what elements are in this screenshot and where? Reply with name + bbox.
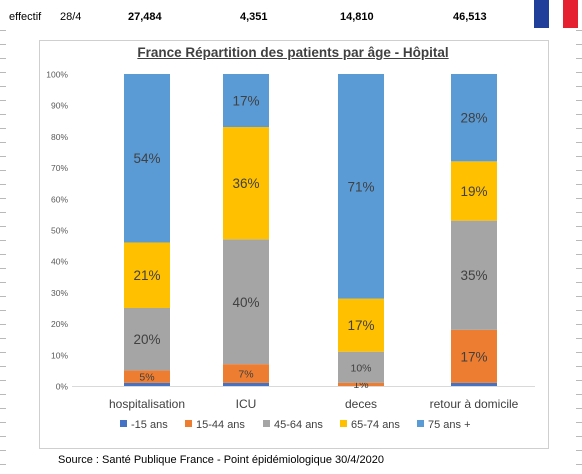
legend-swatch	[340, 420, 347, 427]
legend-label: 15-44 ans	[196, 419, 245, 431]
data-label: 17%	[460, 349, 487, 364]
y-tick-label: 20%	[51, 319, 68, 329]
legend-swatch	[185, 420, 192, 427]
data-label: 35%	[460, 268, 487, 283]
data-label: 17%	[232, 94, 259, 109]
data-label: 71%	[347, 179, 374, 194]
bar-segment	[223, 382, 269, 386]
data-label: 28%	[460, 111, 487, 126]
legend-label: 45-64 ans	[274, 419, 323, 431]
x-category-label: ICU	[236, 397, 257, 411]
bar-segment	[223, 364, 269, 383]
right-dashed-guide	[576, 30, 582, 474]
y-tick-label: 100%	[46, 70, 68, 80]
y-tick-label: 30%	[51, 288, 68, 298]
y-tick-label: 50%	[51, 226, 68, 236]
y-tick-label: 0%	[56, 382, 69, 392]
data-label: 36%	[232, 176, 259, 191]
data-label: 5%	[139, 372, 154, 384]
france-flag-icon	[534, 0, 579, 28]
legend-swatch	[417, 420, 424, 427]
x-category-label: hospitalisation	[109, 397, 185, 411]
effectif-value-deces: 14,810	[340, 11, 374, 23]
legend-swatch	[120, 420, 127, 427]
chart-title: France Répartition des patients par âge …	[137, 45, 449, 60]
effectif-value-icu: 4,351	[240, 11, 268, 23]
y-tick-label: 10%	[51, 350, 68, 360]
data-label: 20%	[133, 332, 160, 347]
legend-label: -15 ans	[131, 419, 168, 431]
bar-segment	[338, 382, 384, 386]
bar-segment	[451, 220, 497, 330]
effectif-value-retour: 46,513	[453, 11, 487, 23]
x-category-label: deces	[345, 397, 377, 411]
source-note: Source : Santé Publique France - Point é…	[58, 454, 384, 466]
bar-segment	[124, 382, 170, 386]
y-tick-label: 40%	[51, 257, 68, 267]
left-dashed-guide	[0, 30, 6, 474]
effectif-date: 28/4	[60, 11, 82, 23]
bar-segment	[451, 74, 497, 162]
effectif-value-hospitalisation: 27,484	[128, 11, 162, 23]
bar-segment	[124, 308, 170, 371]
data-label: 21%	[133, 268, 160, 283]
data-label: 19%	[460, 184, 487, 199]
y-tick-label: 60%	[51, 194, 68, 204]
data-label: 40%	[232, 295, 259, 310]
bar-segment	[338, 351, 384, 383]
bar-segment	[451, 161, 497, 221]
bar-segment	[223, 74, 269, 128]
effectif-label: effectif	[9, 11, 42, 23]
bar-segment	[223, 127, 269, 240]
legend-swatch	[263, 420, 270, 427]
bar-segment	[124, 370, 170, 383]
y-tick-label: 90%	[51, 101, 68, 111]
y-tick-label: 80%	[51, 132, 68, 142]
x-category-label: retour à domicile	[430, 397, 519, 411]
legend-label: 75 ans +	[428, 419, 471, 431]
data-label: 7%	[238, 369, 253, 381]
data-label: 10%	[350, 362, 371, 374]
bar-segment	[223, 239, 269, 365]
bar-segment	[338, 74, 384, 299]
bar-segment	[451, 329, 497, 383]
legend-label: 65-74 ans	[351, 419, 400, 431]
bar-segment	[124, 74, 170, 243]
data-label: 17%	[347, 318, 374, 333]
bar-segment	[124, 242, 170, 308]
data-label: 54%	[133, 151, 160, 166]
bar-segment	[338, 298, 384, 352]
y-tick-label: 70%	[51, 163, 68, 173]
bar-segment	[451, 382, 497, 386]
